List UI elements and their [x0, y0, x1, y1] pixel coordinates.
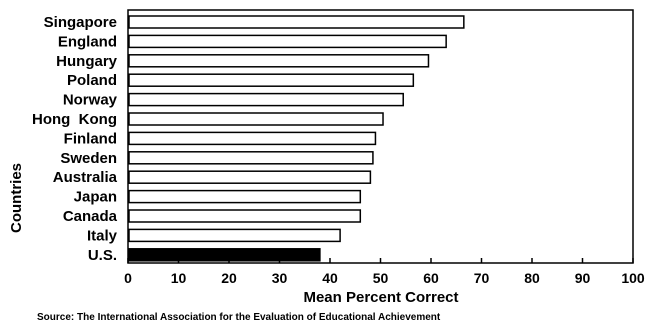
x-tick-label: 20	[221, 270, 237, 286]
x-tick-label: 30	[272, 270, 288, 286]
category-label-australia: Australia	[53, 169, 118, 186]
x-tick-label: 100	[621, 270, 645, 286]
category-label-japan: Japan	[74, 189, 117, 206]
category-label-sweden: Sweden	[60, 150, 117, 167]
x-tick-label: 60	[423, 270, 439, 286]
bar-italy	[128, 228, 341, 243]
bar-hungary	[128, 54, 430, 68]
x-axis-ticks: 0 10 20 30 40 50 60 70 80 90 100	[124, 258, 645, 286]
category-label-italy: Italy	[87, 227, 118, 244]
category-label-hungary: Hungary	[56, 53, 118, 70]
category-label-finland: Finland	[64, 130, 117, 147]
source-note: Source: The International Association fo…	[37, 312, 441, 323]
x-tick-label: 50	[373, 270, 389, 286]
bar-poland	[128, 73, 415, 87]
category-label-england: England	[58, 33, 117, 50]
x-tick-label: 10	[171, 270, 187, 286]
category-label-poland: Poland	[67, 72, 117, 89]
bar-japan	[128, 189, 362, 204]
x-tick-label: 80	[524, 270, 540, 286]
bars-group	[128, 15, 465, 262]
bar-england	[128, 34, 447, 49]
x-axis-title: Mean Percent Correct	[303, 289, 458, 306]
bar-sweden	[128, 151, 374, 165]
category-label-canada: Canada	[63, 208, 118, 225]
x-tick-label: 90	[575, 270, 591, 286]
category-label-norway: Norway	[63, 92, 118, 109]
category-labels: Singapore England Hungary Poland Norway Hong …	[32, 14, 118, 264]
bar-australia	[128, 170, 372, 184]
bar-hong-kong	[128, 112, 384, 126]
x-tick-label: 0	[124, 270, 132, 286]
category-label-u-s: U.S.	[88, 247, 117, 264]
x-tick-label: 40	[322, 270, 338, 286]
y-axis-title: Countries	[8, 163, 25, 233]
category-label-singapore: Singapore	[44, 14, 117, 31]
bar-singapore	[128, 15, 465, 29]
category-label-hong-kong: Hong Kong	[32, 111, 117, 128]
bar-finland	[128, 131, 377, 146]
bar-norway	[128, 92, 404, 107]
bar-canada	[128, 209, 362, 223]
bar-u-s	[128, 248, 321, 262]
x-tick-label: 70	[474, 270, 490, 286]
